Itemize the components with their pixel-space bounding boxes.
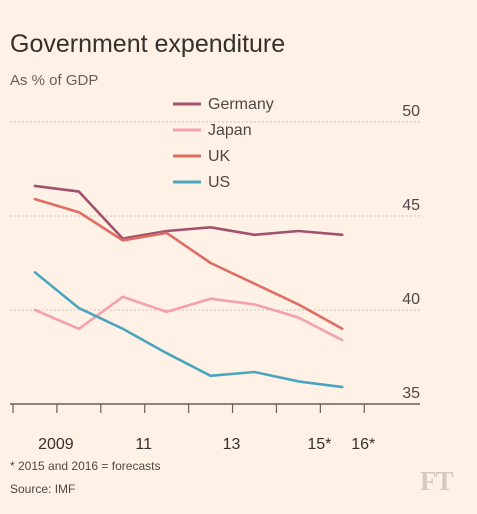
y-tick-label: 40	[402, 291, 420, 308]
series-lines	[33, 184, 344, 389]
x-tick-label: 13	[223, 436, 241, 453]
y-tick-label: 35	[402, 385, 420, 402]
x-tick-label: 16*	[351, 436, 375, 453]
series-line-us	[33, 271, 344, 389]
series-line-uk	[33, 197, 344, 331]
chart-title: Government expenditure	[10, 30, 286, 58]
series-line-germany	[33, 184, 344, 240]
chart-subtitle: As % of GDP	[10, 72, 99, 89]
source-note: Source: IMF	[10, 482, 76, 496]
y-tick-label: 45	[402, 197, 420, 214]
legend-label-germany: Germany	[208, 96, 274, 113]
legend-label-us: US	[208, 174, 230, 191]
legend-label-japan: Japan	[208, 122, 252, 139]
series-line-japan	[33, 295, 344, 342]
legend: Germany Japan UK US	[173, 96, 274, 191]
grid: 35 40 45 50	[10, 103, 420, 402]
x-tick-label: 15*	[307, 436, 331, 453]
x-tick-label: 2009	[38, 436, 74, 453]
y-tick-label: 50	[402, 103, 420, 120]
footnote: * 2015 and 2016 = forecasts	[10, 459, 161, 473]
ft-logo: FT	[420, 466, 454, 496]
x-axis: 2009 11 13 15* 16*	[10, 403, 420, 453]
x-tick-label: 11	[135, 436, 152, 453]
legend-label-uk: UK	[208, 148, 231, 165]
